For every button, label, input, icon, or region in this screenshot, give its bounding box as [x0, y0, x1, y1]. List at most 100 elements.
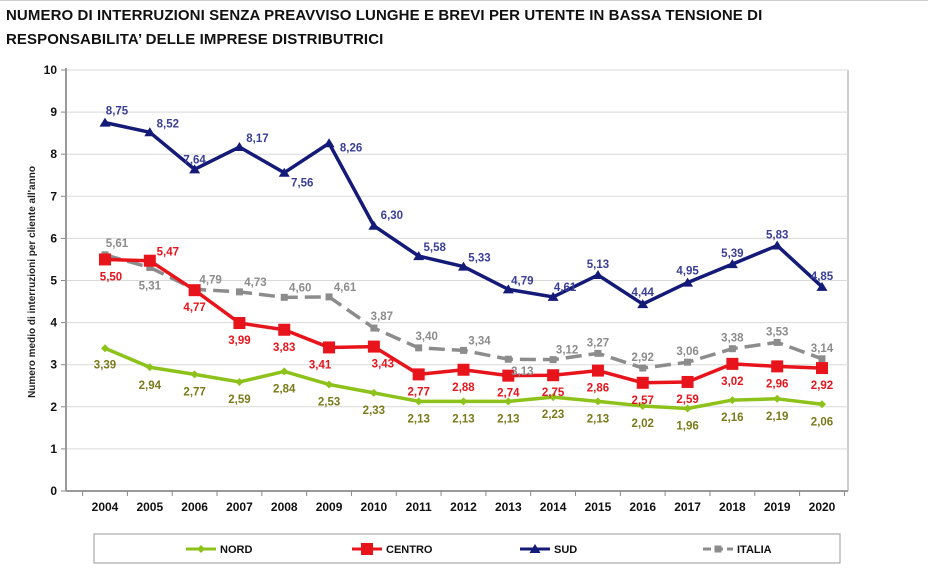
data-label-centro: 2,57	[632, 395, 654, 407]
data-label-sud: 8,52	[157, 118, 179, 130]
data-label-italia: 3,12	[556, 345, 578, 357]
data-point-marker	[504, 355, 512, 363]
data-point-marker	[592, 270, 604, 280]
data-label-nord: 2,02	[632, 418, 654, 430]
series-sud	[99, 117, 828, 309]
y-tick-label: 1	[50, 442, 57, 456]
y-tick-label: 6	[50, 231, 57, 245]
y-tick-label: 4	[50, 316, 57, 330]
data-point-marker	[458, 261, 469, 271]
data-point-marker	[235, 377, 244, 386]
data-label-nord: 3,39	[94, 359, 116, 371]
x-tick-label: 2012	[450, 500, 477, 514]
data-label-italia: 4,61	[334, 282, 357, 294]
y-tick-label: 5	[50, 274, 57, 288]
data-label-centro: 2,86	[587, 383, 609, 395]
y-tick-label: 10	[44, 63, 58, 77]
data-point-marker	[547, 369, 560, 382]
data-label-italia: 3,34	[468, 335, 491, 347]
data-label-sud: 4,85	[811, 271, 834, 283]
data-label-nord: 1,96	[676, 420, 698, 432]
data-point-marker	[101, 344, 109, 353]
data-label-centro: 2,75	[542, 387, 565, 399]
data-label-italia: 4,73	[244, 277, 266, 289]
data-point-marker	[368, 220, 380, 230]
legend-label: ITALIA	[737, 544, 772, 556]
x-tick-label: 2016	[629, 500, 656, 514]
y-tick-label: 3	[50, 358, 57, 372]
data-point-marker	[682, 277, 694, 287]
data-label-centro: 2,96	[766, 378, 788, 390]
x-tick-label: 2004	[92, 500, 119, 514]
gridlines	[66, 69, 849, 491]
y-tick-label: 7	[50, 189, 57, 203]
data-point-marker	[278, 323, 291, 336]
data-point-marker	[594, 349, 602, 357]
legend-label: NORD	[220, 544, 252, 556]
data-point-marker	[636, 376, 649, 389]
data-point-marker	[188, 284, 201, 297]
top-divider	[0, 0, 928, 1]
data-point-marker	[818, 355, 826, 363]
data-label-centro: 2,92	[811, 380, 833, 392]
data-point-marker	[771, 360, 784, 373]
data-point-marker	[144, 127, 156, 137]
data-point-marker	[771, 240, 783, 250]
data-label-italia: 3,06	[676, 346, 698, 358]
data-point-marker	[369, 388, 378, 397]
data-point-marker	[99, 253, 111, 266]
data-label-sud: 4,61	[554, 282, 577, 294]
x-tick-label: 2009	[316, 500, 343, 514]
x-tick-label: 2019	[764, 500, 791, 514]
legend: NORD CENTRO SUD ITALIA	[93, 533, 841, 564]
data-point-marker	[593, 397, 602, 406]
data-point-marker	[529, 544, 541, 553]
data-point-marker	[460, 346, 467, 354]
data-point-marker	[591, 364, 604, 377]
x-tick-label: 2020	[809, 500, 836, 514]
data-point-marker	[684, 358, 692, 366]
data-label-sud: 7,64	[183, 154, 206, 166]
data-point-marker	[728, 345, 736, 353]
legend-item-sud: SUD	[520, 544, 577, 556]
data-point-marker	[502, 369, 515, 382]
data-point-marker	[190, 370, 199, 379]
data-label-italia: 3,13	[511, 366, 533, 378]
data-point-marker	[323, 138, 335, 148]
data-point-marker	[278, 167, 290, 177]
data-label-sud: 8,75	[106, 106, 129, 118]
data-point-marker	[773, 394, 782, 403]
data-point-marker	[325, 380, 334, 389]
data-label-centro: 5,47	[157, 247, 179, 259]
legend-label: CENTRO	[386, 544, 433, 556]
data-point-marker	[367, 340, 380, 353]
data-point-marker	[714, 545, 722, 553]
data-point-marker	[415, 344, 423, 352]
data-label-italia: 3,87	[371, 311, 393, 323]
data-label-sud: 8,17	[246, 133, 268, 145]
data-point-marker	[459, 397, 468, 406]
series-group	[99, 117, 828, 413]
data-point-marker	[414, 397, 423, 406]
data-label-nord: 2,13	[587, 413, 609, 425]
data-label-nord: 2,13	[407, 413, 429, 425]
data-label-italia: 3,38	[721, 333, 744, 345]
x-tick-label: 2008	[271, 500, 298, 514]
x-tick-label: 2013	[495, 500, 522, 514]
data-label-nord: 2,77	[183, 386, 205, 398]
data-label-nord: 2,13	[452, 413, 474, 425]
data-label-sud: 7,56	[291, 178, 313, 190]
data-label-sud: 5,13	[587, 259, 609, 271]
data-label-sud: 5,33	[468, 253, 490, 265]
data-label-italia: 2,92	[632, 352, 654, 364]
data-point-marker	[818, 400, 826, 409]
chart-title: NUMERO DI INTERRUZIONI SENZA PREAVVISO L…	[6, 4, 922, 52]
data-point-marker	[197, 545, 205, 553]
y-tick-label: 9	[50, 105, 57, 119]
data-point-marker	[502, 284, 514, 294]
x-tick-label: 2017	[674, 500, 701, 514]
data-label-nord: 2,23	[542, 409, 564, 421]
data-point-marker	[361, 543, 373, 555]
axes: 0 1 2 3 4 5 6 7 8 9 10 2004 2005 2006 2007 2008 2009 2010…	[44, 63, 848, 514]
